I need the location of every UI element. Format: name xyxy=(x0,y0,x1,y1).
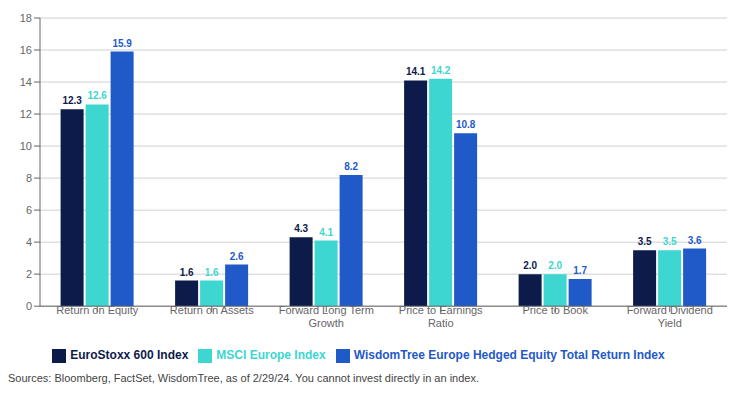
svg-text:4.1: 4.1 xyxy=(319,227,333,238)
svg-text:10.8: 10.8 xyxy=(456,119,476,130)
html-text:EuroStoxx 600 Index: EuroStoxx 600 Index xyxy=(70,348,189,363)
svg-text:2.0: 2.0 xyxy=(523,260,537,271)
svg-text:Forward Long TermGrowth: Forward Long TermGrowth xyxy=(279,304,374,329)
svg-text:4.3: 4.3 xyxy=(294,223,308,234)
svg-text:14: 14 xyxy=(20,76,32,88)
svg-text:Return on Equity: Return on Equity xyxy=(56,304,138,316)
svg-text:2: 2 xyxy=(26,268,32,280)
svg-text:1.6: 1.6 xyxy=(180,267,194,278)
svg-text:12.6: 12.6 xyxy=(87,90,107,101)
svg-text:15.9: 15.9 xyxy=(112,38,132,49)
svg-text:8.2: 8.2 xyxy=(344,161,358,172)
svg-text:Return on Assets: Return on Assets xyxy=(170,304,254,316)
svg-text:2.0: 2.0 xyxy=(548,260,562,271)
svg-text:4: 4 xyxy=(26,236,32,248)
svg-text:Forward DividendYield: Forward DividendYield xyxy=(627,304,713,329)
html-text:MSCI Europe Index: MSCI Europe Index xyxy=(216,348,326,363)
svg-text:16: 16 xyxy=(20,44,32,56)
html-text:WisdomTree Europe Hedged Equit: WisdomTree Europe Hedged Equity Total Re… xyxy=(353,348,665,363)
svg-text:0: 0 xyxy=(26,300,32,312)
svg-text:12.3: 12.3 xyxy=(62,95,82,106)
svg-text:2.6: 2.6 xyxy=(230,251,244,262)
svg-text:14.2: 14.2 xyxy=(431,65,451,76)
svg-text:3.5: 3.5 xyxy=(638,236,652,247)
svg-text:14.1: 14.1 xyxy=(406,66,426,77)
svg-text:3.6: 3.6 xyxy=(688,235,702,246)
svg-text:1.7: 1.7 xyxy=(573,265,587,276)
svg-text:Price to Book: Price to Book xyxy=(523,304,589,316)
svg-text:1.6: 1.6 xyxy=(205,267,219,278)
svg-text:10: 10 xyxy=(20,140,32,152)
svg-text:8: 8 xyxy=(26,172,32,184)
svg-text:Price to EarningsRatio: Price to EarningsRatio xyxy=(399,304,483,329)
svg-text:3.5: 3.5 xyxy=(663,236,677,247)
svg-text:18: 18 xyxy=(20,12,32,24)
svg-text:6: 6 xyxy=(26,204,32,216)
svg-text:12: 12 xyxy=(20,108,32,120)
html-text:Sources: Bloomberg, FactSet, W: Sources: Bloomberg, FactSet, WisdomTree,… xyxy=(8,372,479,384)
